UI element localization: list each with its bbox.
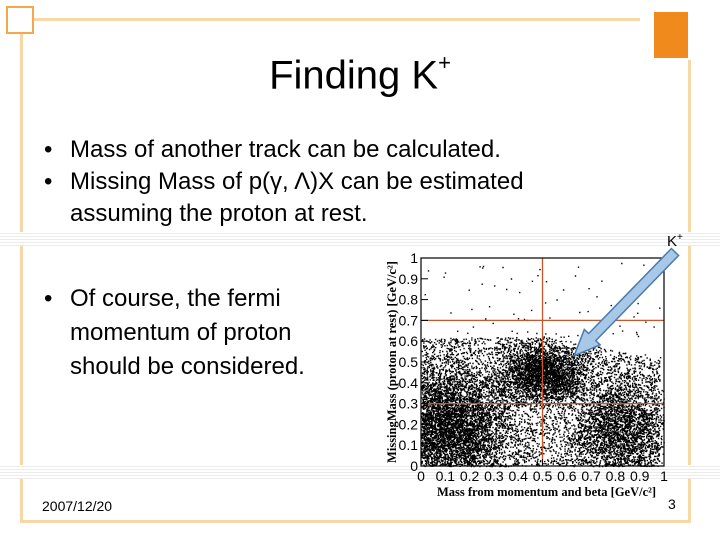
frame-top-line xyxy=(20,18,640,21)
bullet-item: Missing Mass of p(γ, Λ)X can be estimate… xyxy=(44,166,524,198)
x-tick-label: 0.5 xyxy=(533,468,553,484)
frame-right-line xyxy=(688,60,691,523)
annotation-label-sup: + xyxy=(677,232,683,243)
bullet-item: Mass of another track can be calculated. xyxy=(44,134,524,166)
y-tick-label: 0.8 xyxy=(399,292,419,308)
y-tick-label: 0.9 xyxy=(399,271,419,287)
x-tick-label: 0.8 xyxy=(606,468,626,484)
bullet-fermi-line: should be considered. xyxy=(70,353,305,380)
frame-bottom-line xyxy=(20,520,690,523)
corner-box-top-left xyxy=(6,6,34,34)
slide-title-sup: + xyxy=(438,50,451,75)
y-tick-label: 0.2 xyxy=(399,416,419,432)
y-tick-label: 1 xyxy=(410,250,418,266)
x-tick-label: 0.6 xyxy=(557,468,577,484)
frame-left-line xyxy=(20,18,23,523)
footer-date: 2007/12/20 xyxy=(42,498,113,514)
y-tick-label: 0.7 xyxy=(399,312,419,328)
y-axis-label: MissingMass (proton at rest) [GeV/c²] xyxy=(385,261,399,463)
page-number: 3 xyxy=(668,496,676,512)
bullet-continuation: assuming the proton at rest. xyxy=(70,200,368,227)
y-ticks: 0 0.1 0.2 0.3 0.4 0.5 0.6 0.7 0.8 0.9 1 xyxy=(399,250,428,474)
x-axis-label: Mass from momentum and beta [GeV/c²] xyxy=(437,485,656,499)
slide-title-text: Finding K xyxy=(269,53,439,98)
y-tick-label: 0.6 xyxy=(399,333,419,349)
x-tick-label: 0.1 xyxy=(436,468,456,484)
y-tick-label: 0 xyxy=(410,458,418,474)
x-ticks: 0 0.1 0.2 0.3 0.4 0.5 0.6 0.7 0.8 0.9 1 xyxy=(417,459,668,484)
annotation-arrow xyxy=(572,247,680,358)
y-tick-label: 0.5 xyxy=(399,354,419,370)
y-tick-label: 0.1 xyxy=(399,437,419,453)
bullet-fermi: Of course, the fermi momentum of proton … xyxy=(44,282,364,384)
guide-lines xyxy=(421,258,664,466)
y-tick-label: 0.4 xyxy=(399,375,419,391)
x-tick-label: 1 xyxy=(660,468,668,484)
bullet-list: Mass of another track can be calculated.… xyxy=(44,134,524,230)
x-tick-label: 0.2 xyxy=(460,468,480,484)
x-tick-label: 0.4 xyxy=(508,468,528,484)
x-tick-label: 0.3 xyxy=(484,468,504,484)
hatch-band-lower xyxy=(0,465,720,479)
bullet-fermi-line: Of course, the fermi xyxy=(44,282,364,316)
x-tick-label: 0.9 xyxy=(630,468,650,484)
corner-fill-top-right xyxy=(654,12,688,58)
hatch-band-upper xyxy=(0,232,720,246)
y-tick-label: 0.3 xyxy=(399,396,419,412)
bullet-fermi-line: momentum of proton xyxy=(70,319,292,346)
slide-title: Finding K+ xyxy=(200,40,520,102)
annotation-label: K+ xyxy=(667,232,683,250)
x-tick-label: 0.7 xyxy=(581,468,601,484)
x-tick-label: 0 xyxy=(417,468,425,484)
annotation-label-text: K xyxy=(667,233,678,250)
